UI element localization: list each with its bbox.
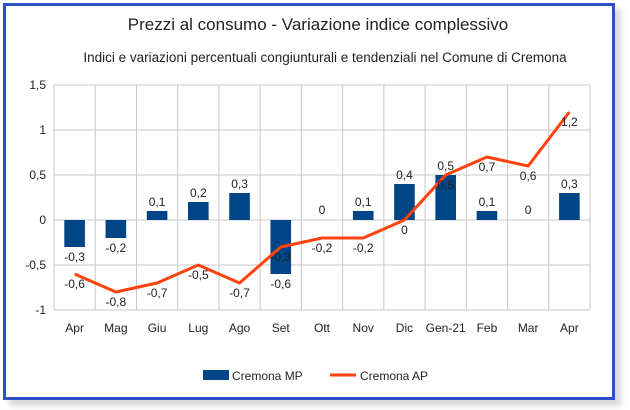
line-data-label: 1,2 [561, 115, 578, 129]
line-data-label: 0,7 [479, 160, 496, 174]
line-data-label: -0,3 [270, 250, 291, 264]
legend-label-ap: Cremona AP [360, 369, 428, 383]
bar-data-label: -0,3 [64, 250, 85, 264]
bar-series [64, 175, 580, 274]
bar-mark [559, 193, 580, 220]
line-data-label: 0,5 [437, 178, 454, 192]
bar-mark [435, 175, 456, 220]
x-tick-label: Lug [188, 321, 208, 335]
gridlines [53, 84, 591, 311]
bar-data-label: 0,3 [561, 177, 578, 191]
x-tick-label: Gen-21 [426, 321, 466, 335]
bar-mark [105, 220, 127, 238]
y-tick-label: -0,5 [25, 258, 46, 272]
bar-data-label: -0,6 [270, 277, 291, 291]
line-mark [74, 111, 571, 294]
x-tick-label: Mag [104, 321, 127, 335]
line-data-label: -0,2 [353, 241, 374, 255]
y-tick-label: 1,5 [29, 78, 46, 92]
line-data-label: -0,8 [106, 295, 127, 309]
bar-mark [394, 184, 415, 220]
x-tick-label: Apr [65, 321, 84, 335]
bar-data-label: 0,1 [479, 195, 496, 209]
x-tick-label: Ago [229, 321, 251, 335]
y-tick-label: 1 [39, 123, 46, 137]
y-tick-label: -1 [35, 303, 46, 317]
x-tick-label: Mar [518, 321, 539, 335]
legend-swatch-mp [203, 370, 229, 380]
line-data-label: -0,2 [312, 241, 333, 255]
chart-subtitle: Indici e variazioni percentuali congiunt… [83, 50, 567, 65]
x-axis-ticks: Apr Mag Giu Lug Ago Set Ott Nov Dic Gen-21 Feb Mar A… [65, 321, 578, 335]
x-tick-label: Nov [353, 321, 374, 335]
bar-mark [476, 211, 498, 220]
y-tick-label: 0 [39, 213, 46, 227]
x-tick-label: Apr [560, 321, 579, 335]
data-labels: -0,3 -0,2 0,1 0,2 0,3 -0,6 0 0,1 0,4 0,5 0,1 0 0,3 -0… [64, 115, 578, 309]
bar-data-label: 0,4 [396, 168, 413, 182]
line-data-label: -0,6 [64, 277, 85, 291]
chart-title: Prezzi al consumo - Variazione indice co… [128, 15, 508, 34]
y-axis-ticks: 1,5 1 0,5 0 -0,5 -1 [25, 78, 46, 317]
bar-mark [352, 211, 374, 220]
x-tick-label: Dic [396, 321, 413, 335]
bar-data-label: 0,5 [437, 159, 454, 173]
bar-mark [64, 220, 85, 247]
bar-data-label: 0,2 [190, 186, 207, 200]
bar-data-label: 0 [319, 203, 326, 217]
bar-mark [229, 193, 250, 220]
bar-mark [146, 211, 168, 220]
bar-data-label: 0 [525, 203, 532, 217]
line-data-label: 0 [401, 223, 408, 237]
chart-frame [3, 3, 615, 400]
bar-data-label: 0,3 [231, 177, 248, 191]
x-tick-label: Feb [477, 321, 498, 335]
x-tick-label: Ott [314, 321, 331, 335]
bar-data-label: -0,2 [106, 241, 127, 255]
line-series [74, 111, 571, 294]
legend: Cremona MP Cremona AP [203, 369, 428, 383]
legend-label-mp: Cremona MP [232, 369, 303, 383]
line-data-label: 0,6 [520, 169, 537, 183]
line-data-label: -0,5 [188, 268, 209, 282]
bar-mark [188, 202, 209, 220]
x-tick-label: Set [272, 321, 291, 335]
line-data-label: -0,7 [229, 286, 250, 300]
line-data-label: -0,7 [147, 286, 168, 300]
y-tick-label: 0,5 [29, 168, 46, 182]
x-tick-label: Giu [148, 321, 167, 335]
bar-data-label: 0,1 [149, 195, 166, 209]
bar-data-label: 0,1 [355, 195, 372, 209]
